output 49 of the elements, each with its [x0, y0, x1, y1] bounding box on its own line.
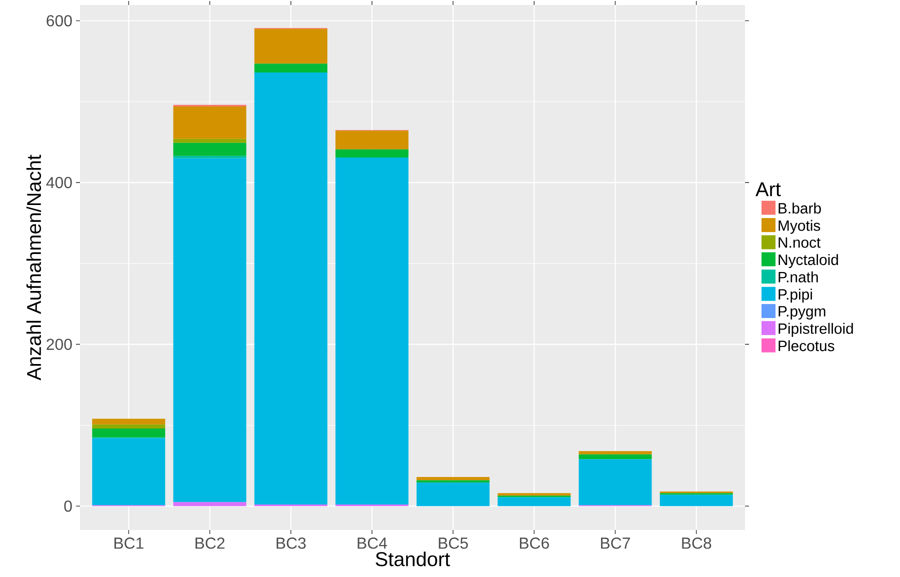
- y-axis-title: Anzahl Aufnahmen/Nacht: [26, 154, 42, 380]
- bar: [254, 28, 328, 64]
- bar: [173, 156, 246, 158]
- y-tick-label: 600: [46, 15, 72, 26]
- legend-label: Pipistrelloid: [778, 322, 853, 337]
- bar: [173, 142, 246, 156]
- bar: [416, 482, 490, 506]
- bar: [254, 64, 328, 73]
- bar: [173, 158, 246, 502]
- bar: [660, 494, 733, 506]
- bar: [92, 428, 166, 438]
- legend-label: P.nath: [778, 271, 818, 282]
- legend-title: Art: [756, 182, 781, 196]
- bar: [416, 480, 490, 483]
- y-tick-label: 400: [46, 176, 72, 188]
- y-tick-label: 0: [64, 500, 72, 512]
- y-tick-label: 200: [46, 338, 72, 350]
- bar: [254, 72, 328, 505]
- legend-label: P.pygm: [778, 306, 826, 320]
- bar: [578, 459, 652, 506]
- bar: [498, 497, 571, 506]
- bar: [578, 451, 652, 454]
- legend-label: P.pipi: [778, 288, 812, 303]
- x-tick-label: BC2: [196, 538, 224, 549]
- bar: [416, 477, 490, 480]
- bar: [92, 438, 166, 506]
- bar: [335, 149, 408, 158]
- bar: [335, 157, 408, 505]
- bar: [578, 454, 652, 460]
- bar: [173, 138, 246, 143]
- bar: [92, 418, 166, 424]
- legend-label: N.noct: [778, 237, 821, 248]
- bar: [173, 106, 246, 139]
- legend-label: Plecotus: [778, 340, 834, 352]
- x-tick-label: BC3: [276, 538, 306, 549]
- x-tick-label: BC5: [438, 538, 468, 549]
- bar: [173, 502, 246, 506]
- bar: [92, 424, 166, 428]
- x-axis-title: Standort: [376, 552, 450, 566]
- legend-label: B.barb: [778, 202, 821, 214]
- legend-label: Myotis: [778, 220, 820, 234]
- x-tick-label: BC6: [520, 538, 549, 549]
- legend-label: Nyctaloid: [778, 254, 838, 268]
- bar: [498, 493, 571, 496]
- x-tick-label: BC4: [358, 538, 387, 549]
- bar: [335, 130, 408, 150]
- x-tick-label: BC7: [601, 538, 630, 549]
- x-tick-label: BC8: [682, 538, 712, 549]
- x-tick-label: BC1: [114, 538, 144, 549]
